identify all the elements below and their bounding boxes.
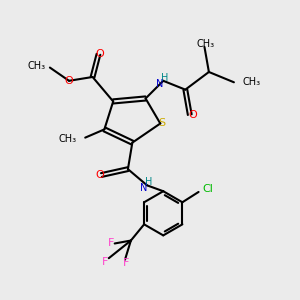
- Text: O: O: [96, 170, 104, 180]
- Text: F: F: [102, 257, 108, 267]
- Text: H: H: [161, 73, 168, 83]
- Text: Cl: Cl: [202, 184, 213, 194]
- Text: CH₃: CH₃: [197, 39, 215, 49]
- Text: F: F: [122, 258, 129, 268]
- Text: O: O: [96, 49, 104, 59]
- Text: N: N: [156, 79, 164, 89]
- Text: S: S: [158, 118, 165, 128]
- Text: CH₃: CH₃: [58, 134, 76, 144]
- Text: N: N: [140, 183, 147, 193]
- Text: F: F: [108, 238, 114, 248]
- Text: O: O: [188, 110, 197, 120]
- Text: H: H: [145, 177, 152, 188]
- Text: CH₃: CH₃: [243, 77, 261, 87]
- Text: O: O: [65, 76, 74, 86]
- Text: CH₃: CH₃: [27, 61, 46, 71]
